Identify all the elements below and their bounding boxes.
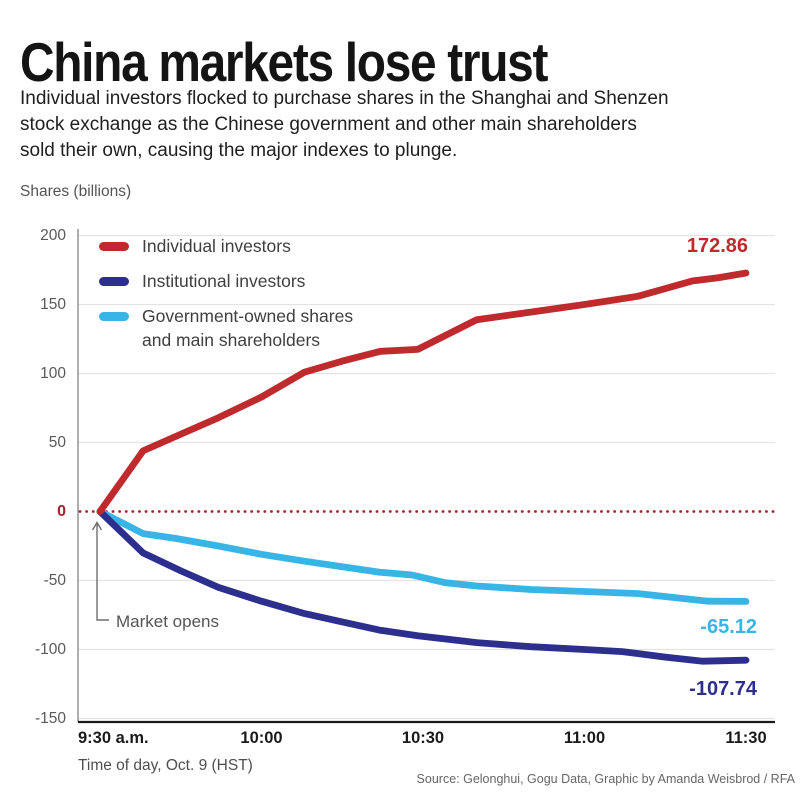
y-tick-label--50: -50 (43, 571, 66, 589)
y-tick-label--150: -150 (34, 709, 66, 727)
legend-label-institutional: Institutional investors (142, 271, 306, 291)
x-tick-label-10-00: 10:00 (240, 729, 283, 747)
subtitle-line-3: sold their own, causing the major indexe… (20, 140, 458, 161)
end-value-label-1: -107.74 (689, 678, 757, 700)
x-tick-label-11-00: 11:00 (563, 729, 606, 747)
x-axis-caption: Time of day, Oct. 9 (HST) (78, 757, 253, 774)
legend-item-institutional-investors: Institutional investors (99, 269, 353, 293)
y-tick-label-150: 150 (40, 295, 66, 313)
subtitle: Individual investors flocked to purchase… (20, 86, 669, 164)
legend-label-government-line-1: Government-owned shares (142, 306, 354, 326)
y-axis-units-label: Shares (billions) (20, 183, 132, 200)
end-value-label-2: -65.12 (700, 616, 757, 638)
page-title: China markets lose trust (20, 33, 626, 99)
y-tick-label--100: -100 (34, 640, 66, 658)
subtitle-line-1: Individual investors flocked to purchase… (20, 88, 669, 109)
market-opens-annotation: Market opens (116, 612, 219, 631)
legend-label-government: Government-owned shares and main shareho… (142, 304, 353, 352)
legend: Individual investors Institutional inves… (99, 234, 353, 363)
x-tick-label-10-30: 10:30 (401, 729, 445, 747)
series-line-0-individual-investors (96, 269, 750, 515)
source-credit: Source: Gelonghui, Gogu Data, Graphic by… (416, 772, 795, 786)
y-tick-label-100: 100 (40, 364, 66, 382)
y-tick-label-200: 200 (40, 226, 66, 244)
market-opens-arrowhead (91, 521, 103, 531)
legend-item-government-shares: Government-owned shares and main shareho… (99, 304, 353, 352)
market-opens-arrow-line (96, 524, 109, 621)
legend-swatch-government (99, 312, 129, 321)
y-tick-label-0: 0 (57, 502, 66, 520)
legend-label-government-line-2: and main shareholders (142, 330, 321, 350)
x-tick-label-11-30: 11:30 (725, 729, 767, 747)
series-line-2-government-owned-shares-and-main-shareholders (96, 508, 750, 605)
legend-swatch-institutional (99, 277, 129, 286)
x-tick-label-9-30-a-m-: 9:30 a.m. (78, 729, 149, 747)
y-tick-label-50: 50 (48, 433, 66, 451)
series-line-1-institutional-investors (96, 508, 750, 665)
page-title-text: China markets lose trust (20, 31, 548, 94)
legend-item-individual-investors: Individual investors (99, 234, 353, 258)
subtitle-line-2: stock exchange as the Chinese government… (20, 114, 637, 135)
legend-swatch-individual (99, 242, 129, 251)
end-value-label-0: 172.86 (686, 235, 748, 257)
legend-label-individual: Individual investors (142, 236, 291, 256)
